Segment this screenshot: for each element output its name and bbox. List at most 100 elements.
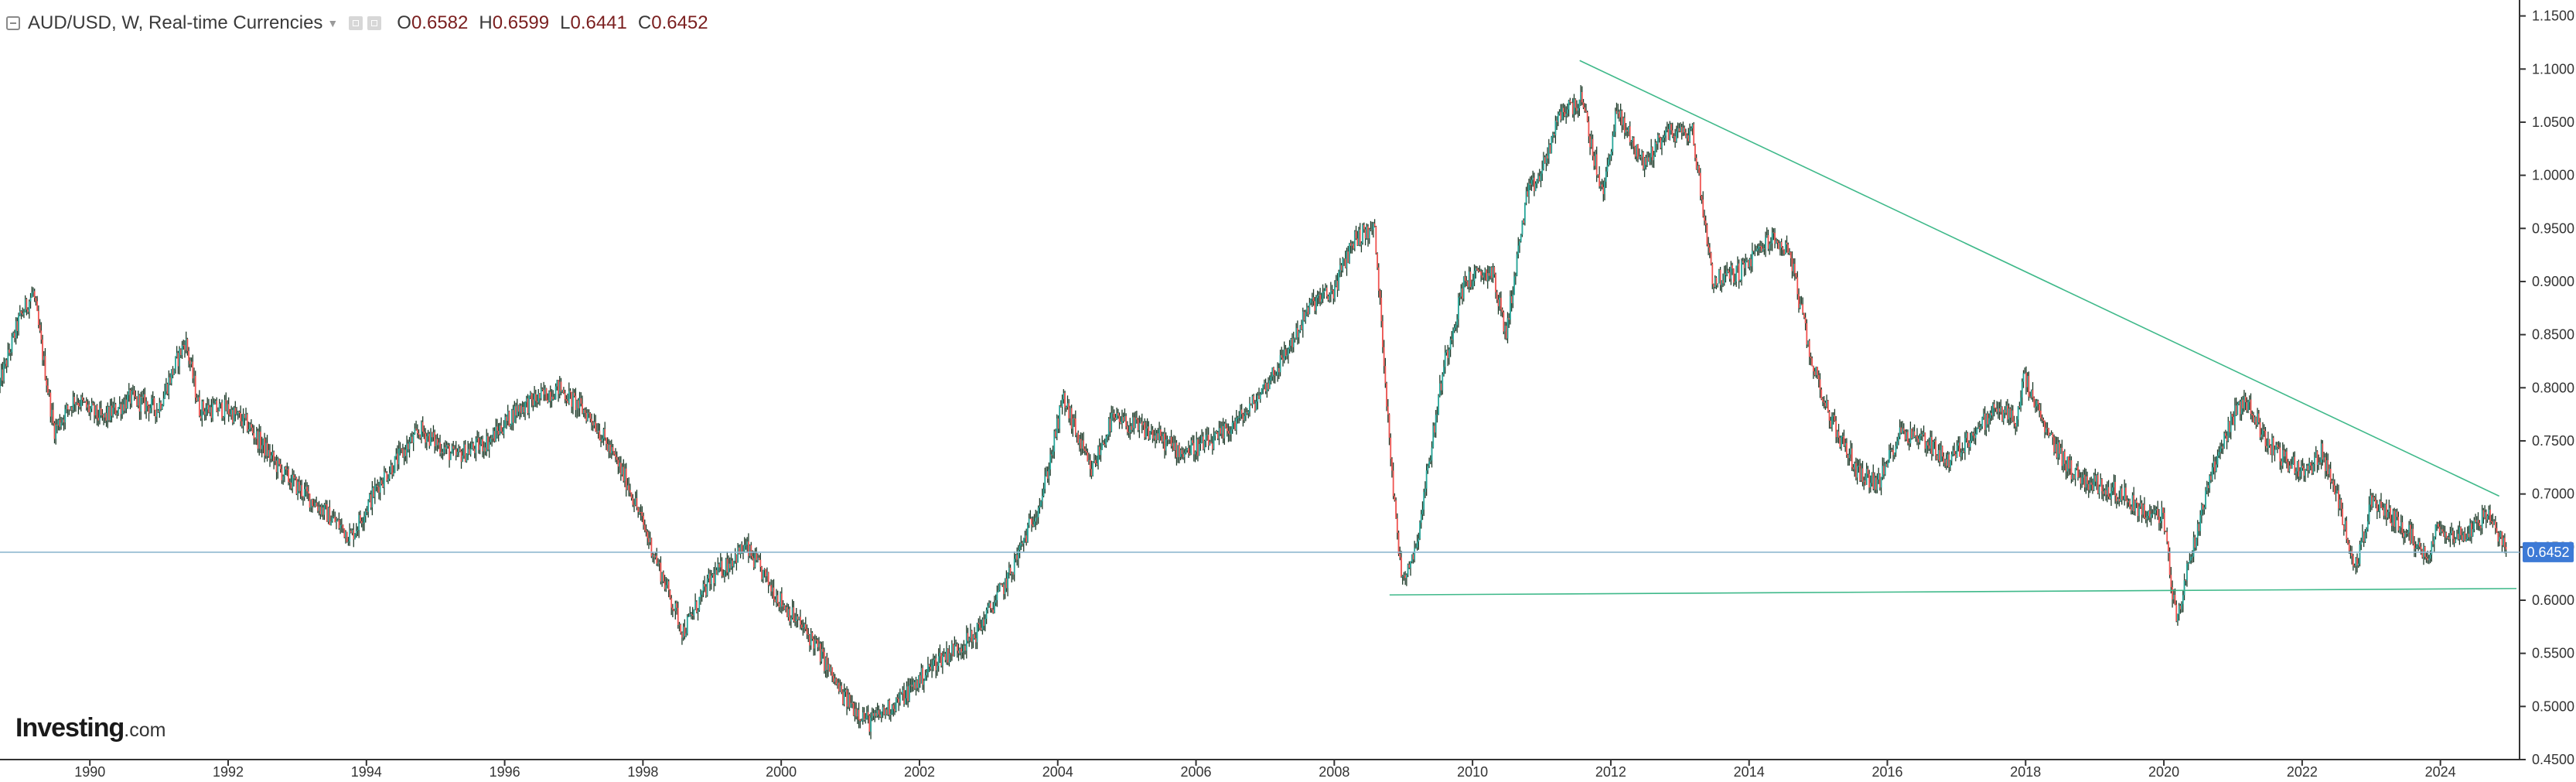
candle-body <box>1556 120 1558 122</box>
candle-body <box>1192 442 1195 455</box>
candle-body <box>462 455 464 462</box>
candle-body <box>625 468 627 490</box>
candle-body <box>968 637 971 641</box>
candle-body <box>227 404 228 411</box>
candle-body <box>1254 403 1256 411</box>
candle-body <box>898 698 900 703</box>
candle-body <box>794 620 796 622</box>
candle-body <box>1758 245 1760 249</box>
candle-body <box>406 443 408 456</box>
candle-body <box>1022 538 1025 544</box>
candle-body <box>2089 482 2091 490</box>
candle-body <box>1496 292 1498 300</box>
candle-body <box>885 709 888 715</box>
candle-body <box>2270 445 2272 455</box>
candle-body <box>2451 531 2454 539</box>
candle-body <box>811 632 814 640</box>
candle-body <box>1730 265 1732 279</box>
candle-body <box>1553 134 1555 136</box>
candle-body <box>2503 538 2505 545</box>
candle-body <box>1268 380 1271 390</box>
candle-body <box>1993 404 1995 408</box>
candle-body <box>1122 417 1124 422</box>
candle-body <box>31 292 33 298</box>
candle-body <box>2438 524 2439 527</box>
candle-body <box>1674 136 1677 142</box>
candle-body <box>391 465 394 475</box>
candle-body <box>2080 477 2082 484</box>
candle-body <box>979 623 981 628</box>
candle-body <box>1571 102 1572 104</box>
candle-body <box>1642 152 1644 169</box>
candle-body <box>463 444 465 456</box>
candle-body <box>889 700 891 715</box>
candle-body <box>103 414 104 418</box>
candle-body <box>1052 451 1054 456</box>
candle-body <box>1332 290 1335 299</box>
candle-body <box>1467 281 1469 287</box>
candle-body <box>2233 405 2236 425</box>
candle-body <box>294 477 296 479</box>
candle-body <box>46 385 49 394</box>
trendline[interactable] <box>1579 60 2499 497</box>
candle-body <box>1101 442 1104 450</box>
close-icon[interactable] <box>367 16 382 30</box>
candle-body <box>1771 232 1773 244</box>
candle-body <box>711 574 714 576</box>
candle-body <box>225 399 227 411</box>
candle-body <box>63 419 65 423</box>
candle-body <box>1363 224 1365 230</box>
candle-body <box>14 333 15 339</box>
settings-icon[interactable] <box>349 16 363 30</box>
candle-body <box>339 524 342 528</box>
candle-body <box>212 403 213 418</box>
candle-body <box>392 473 394 475</box>
candle-body <box>9 352 12 353</box>
candle-body <box>896 697 899 699</box>
candle-body <box>379 480 381 493</box>
candle-body <box>872 712 875 716</box>
candle-body <box>1956 446 1958 458</box>
candle-body <box>1514 275 1517 277</box>
candle-body <box>349 530 351 542</box>
candle-body <box>606 437 607 444</box>
candle-body <box>626 485 629 490</box>
candle-body <box>2347 539 2349 544</box>
chart-title[interactable]: AUD/USD, W, Real-time Currencies <box>28 12 323 33</box>
candle-body <box>1734 281 1736 283</box>
candle-body <box>508 411 510 426</box>
candle-body <box>2120 488 2121 502</box>
candle-body <box>2277 446 2280 448</box>
candle-body <box>1049 454 1052 470</box>
last-price-label: 0.6452 <box>2527 545 2569 560</box>
candle-body <box>76 402 78 404</box>
candle-body <box>1711 263 1714 285</box>
candle-body <box>2482 510 2485 517</box>
candle-body <box>278 459 280 464</box>
candle-body <box>855 709 858 717</box>
chevron-down-icon[interactable]: ▼ <box>327 17 339 29</box>
time-axis[interactable]: 1990 1992 1994 1996 1998 2000 2002 2004 2006 2008… <box>74 760 2456 780</box>
candle-body <box>2042 419 2045 422</box>
candle-body <box>122 404 125 411</box>
candle-body <box>247 429 250 432</box>
candle-body <box>1908 442 1910 444</box>
candle-body <box>1364 229 1366 239</box>
candle-body <box>735 554 738 563</box>
trendline[interactable] <box>1389 588 2517 596</box>
candle-body <box>1661 140 1663 149</box>
collapse-icon[interactable] <box>6 16 20 30</box>
candle-body <box>721 561 723 576</box>
candle-body <box>2139 503 2141 507</box>
candle-body <box>1941 446 1943 457</box>
candle-body <box>490 438 492 442</box>
candle-body <box>200 415 202 418</box>
candle-body <box>695 601 698 613</box>
candle-body <box>1872 473 1875 490</box>
candle-body <box>1253 396 1255 404</box>
candle-body <box>1449 339 1452 350</box>
candle-body <box>488 442 490 450</box>
candle-body <box>874 712 876 716</box>
candle-body <box>1931 436 1933 455</box>
